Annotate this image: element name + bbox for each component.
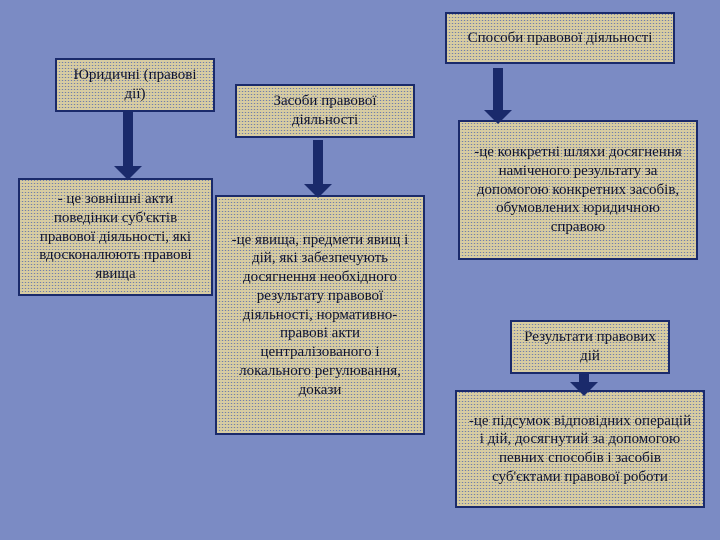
- arrow-sposoby_title-to-shlyakhy: [493, 68, 503, 124]
- arrow-zasoby_title-to-yavyshcha: [313, 140, 323, 198]
- node-yurydychni: Юридичні (правові дії): [55, 58, 215, 112]
- node-text: -це підсумок відповідних операцій і дій,…: [465, 412, 695, 487]
- node-zasoby-title: Засоби правової діяльності: [235, 84, 415, 138]
- node-rezultaty-title: Результати правових дій: [510, 320, 670, 374]
- node-pidsymok: -це підсумок відповідних операцій і дій,…: [455, 390, 705, 508]
- node-yavyshcha: -це явища, предмети явищ і дій, які забе…: [215, 195, 425, 435]
- node-shlyakhy: -це конкретні шляхи досягнення наміченог…: [458, 120, 698, 260]
- node-sposoby-title: Способи правової діяльності: [445, 12, 675, 64]
- node-text: Засоби правової діяльності: [245, 92, 405, 130]
- diagram-canvas: Способи правової діяльності Юридичні (пр…: [0, 0, 720, 540]
- arrow-yurydychni-to-zovnishni: [123, 110, 133, 180]
- arrow-rezultaty_title-to-pidsymok: [579, 374, 589, 396]
- node-text: -це явища, предмети явищ і дій, які забе…: [225, 231, 415, 400]
- node-text: - це зовнішні акти поведінки суб'єктів п…: [28, 190, 203, 284]
- node-text: -це конкретні шляхи досягнення наміченог…: [468, 143, 688, 237]
- node-zovnishni: - це зовнішні акти поведінки суб'єктів п…: [18, 178, 213, 296]
- node-text: Способи правової діяльності: [468, 29, 653, 48]
- node-text: Юридичні (правові дії): [65, 66, 205, 104]
- node-text: Результати правових дій: [520, 328, 660, 366]
